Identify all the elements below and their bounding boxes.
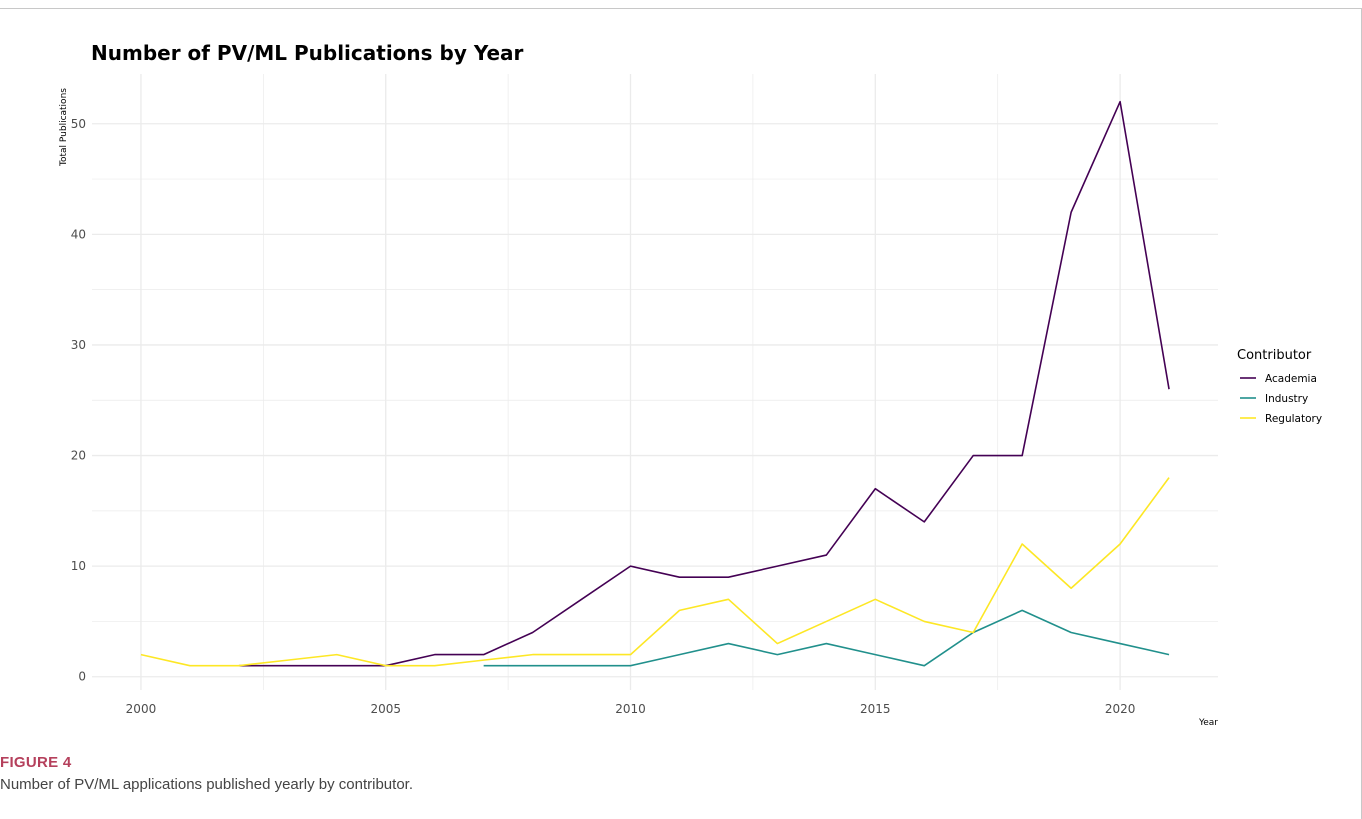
series-line-regulatory xyxy=(140,477,1170,667)
publications-line-chart: 2000 2005 2010 2015 2020 0 10 20 30 40 50 Number o… xyxy=(59,41,1322,728)
series-lines xyxy=(140,100,1170,667)
legend: Contributor Academia Industry Regulatory xyxy=(1237,348,1322,425)
legend-label-regulatory: Regulatory xyxy=(1265,413,1322,425)
x-tick-label: 2010 xyxy=(615,702,646,716)
x-tick-label: 2015 xyxy=(860,702,891,716)
legend-label-academia: Academia xyxy=(1265,373,1317,385)
figure-caption-text: Number of PV/ML applications published y… xyxy=(0,776,413,793)
y-axis-title: Total Publications xyxy=(59,88,69,167)
x-tick-label: 2005 xyxy=(370,702,401,716)
y-tick-label: 0 xyxy=(78,670,86,684)
x-axis-title: Year xyxy=(1198,718,1218,728)
series-line-industry xyxy=(483,609,1170,667)
y-tick-label: 10 xyxy=(71,559,86,573)
legend-title: Contributor xyxy=(1237,348,1312,363)
y-tick-label: 40 xyxy=(71,227,86,241)
x-tick-label: 2020 xyxy=(1105,702,1136,716)
chart-title: Number of PV/ML Publications by Year xyxy=(91,41,524,65)
legend-items: Academia Industry Regulatory xyxy=(1240,373,1322,425)
y-tick-label: 20 xyxy=(71,449,86,463)
y-tick-label: 30 xyxy=(71,338,86,352)
figure-caption: FIGURE 4 Number of PV/ML applications pu… xyxy=(0,752,1340,796)
figure-frame-top xyxy=(0,8,1362,9)
series-line-academia xyxy=(238,100,1170,667)
figure-label: FIGURE 4 xyxy=(0,754,72,771)
legend-label-industry: Industry xyxy=(1265,393,1308,405)
y-tick-label: 50 xyxy=(71,117,86,131)
axis-tick-labels: 2000 2005 2010 2015 2020 0 10 20 30 40 50 xyxy=(71,117,1136,716)
x-tick-label: 2000 xyxy=(126,702,157,716)
grid-lines xyxy=(92,74,1218,690)
